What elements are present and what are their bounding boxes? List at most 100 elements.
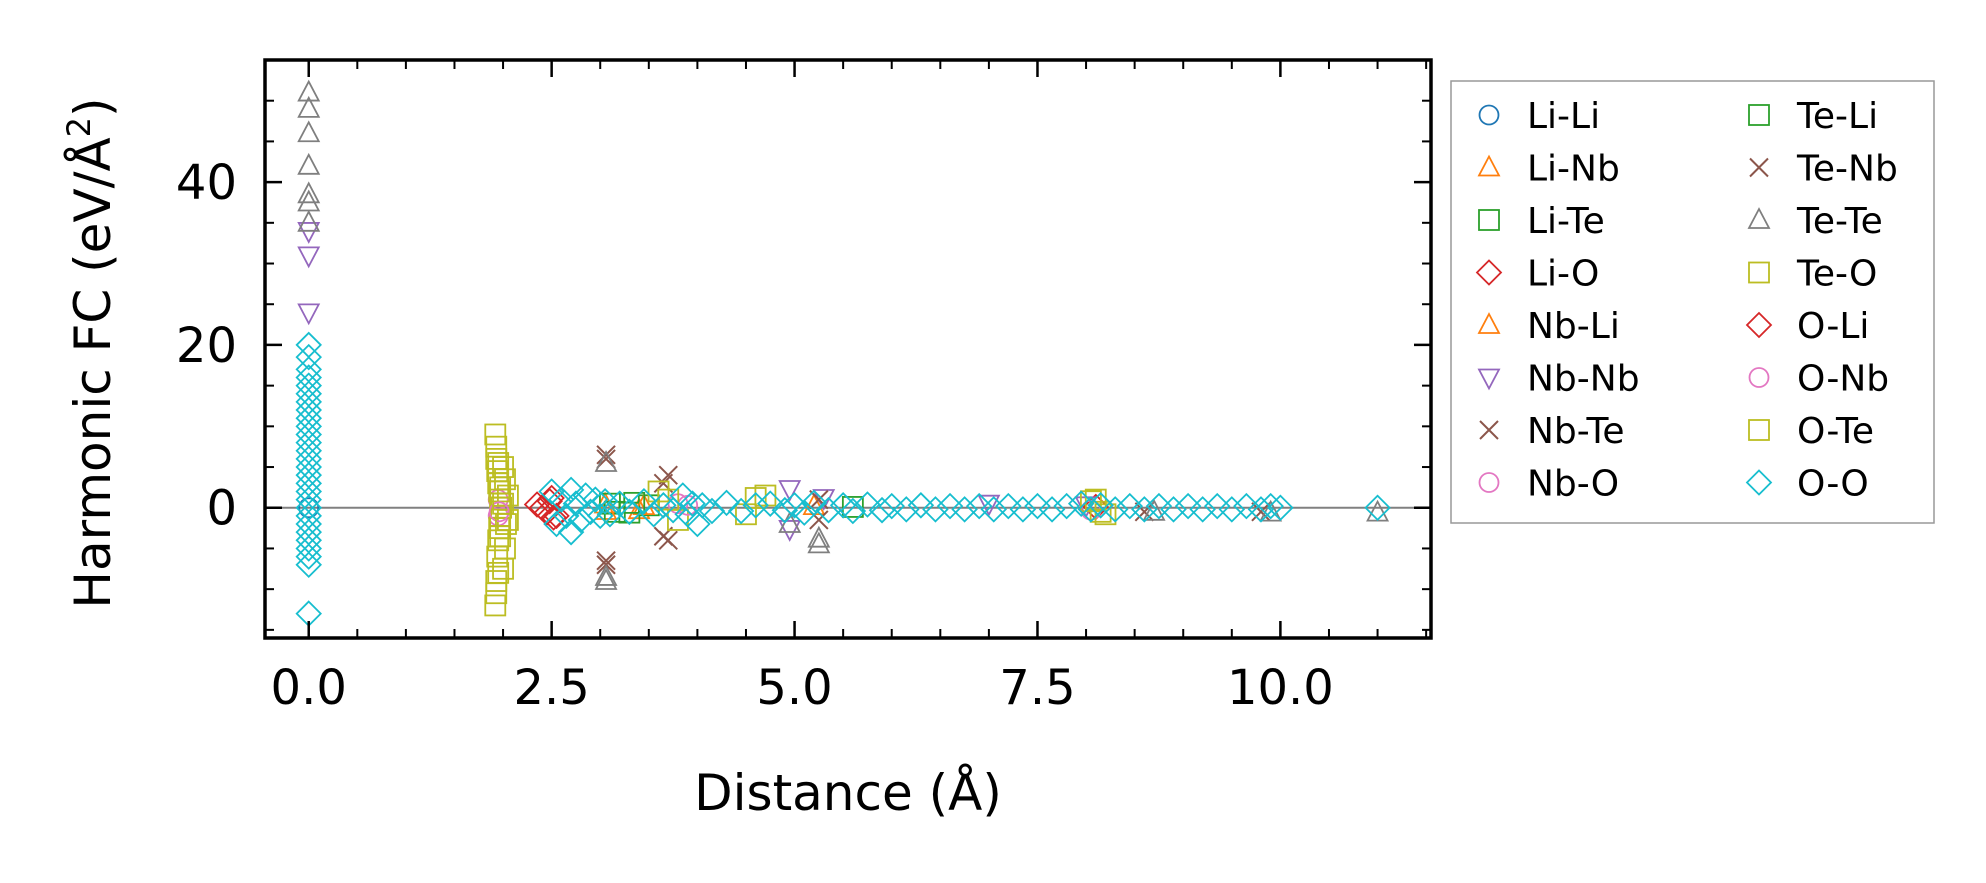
data-point	[596, 550, 616, 571]
legend-label: Te-O	[1796, 254, 1877, 295]
data-point	[488, 501, 510, 523]
data-point	[297, 303, 321, 326]
y-axis-label-prefix: Harmonic FC (eV/Å	[64, 137, 122, 608]
data-point	[878, 492, 905, 520]
data-point	[800, 489, 828, 517]
data-point	[485, 448, 508, 470]
legend-item: Li-Li	[1478, 96, 1600, 137]
data-point	[295, 388, 322, 416]
data-point	[543, 510, 570, 538]
data-point	[951, 496, 978, 523]
data-point	[596, 445, 616, 465]
data-point	[295, 470, 322, 497]
data-point	[295, 478, 322, 505]
legend-marker	[1745, 311, 1773, 339]
data-point	[295, 396, 322, 424]
data-point	[489, 476, 512, 499]
legend-frame	[1450, 80, 1935, 524]
data-points	[295, 79, 1391, 627]
data-point	[494, 537, 516, 560]
series-nb-nb	[297, 222, 1098, 542]
legend-label: Nb-Te	[1527, 411, 1625, 452]
data-point	[1251, 502, 1271, 522]
data-point	[841, 496, 864, 518]
x-tick-label: 5.0	[756, 660, 832, 716]
data-point	[489, 525, 512, 548]
data-point	[295, 445, 322, 473]
legend-marker	[1479, 420, 1499, 440]
data-point	[977, 494, 1001, 517]
legend-label: Nb-Nb	[1527, 359, 1640, 400]
data-point	[297, 79, 321, 102]
data-point	[907, 492, 935, 519]
data-point	[1259, 499, 1283, 522]
series-o-te	[485, 435, 1112, 605]
y-axis-label-superscript: 2	[60, 117, 98, 137]
data-point	[295, 380, 322, 408]
series-li-li	[298, 497, 320, 519]
data-point	[295, 510, 322, 538]
y-tick-label: 20	[176, 318, 237, 374]
x-tick-label: 7.5	[999, 660, 1075, 716]
legend-item: Te-Te	[1747, 201, 1883, 242]
y-tick-label: 40	[176, 155, 237, 211]
legend-marker	[1745, 469, 1773, 496]
data-point	[494, 468, 516, 491]
legend-item: Nb-O	[1478, 464, 1619, 505]
data-point	[650, 492, 677, 519]
data-point	[1247, 496, 1275, 523]
data-point	[1024, 492, 1051, 520]
data-point	[295, 527, 322, 554]
data-point	[295, 518, 322, 546]
data-point	[1174, 492, 1202, 520]
plot-frame	[263, 58, 1433, 640]
legend-label: Te-Nb	[1796, 149, 1898, 190]
data-point	[528, 494, 556, 522]
data-point	[1009, 496, 1037, 523]
data-point	[295, 421, 322, 448]
data-point	[497, 484, 519, 507]
data-point	[778, 520, 802, 542]
legend-item: Li-O	[1475, 254, 1599, 295]
data-point	[1053, 492, 1080, 520]
data-point	[965, 492, 993, 520]
data-point	[485, 435, 508, 458]
data-point	[297, 246, 321, 269]
data-point	[756, 490, 784, 517]
data-point	[684, 510, 711, 538]
data-point	[1145, 492, 1173, 520]
legend-marker	[1477, 154, 1501, 177]
data-point	[295, 437, 322, 465]
data-point	[1218, 496, 1246, 523]
data-point	[778, 480, 802, 502]
data-point	[1364, 494, 1391, 522]
x-axis-label: Distance (Å)	[694, 764, 1002, 822]
data-point	[297, 95, 321, 118]
data-point	[1131, 496, 1158, 523]
data-point	[868, 496, 896, 524]
legend-item: Te-Li	[1748, 96, 1878, 137]
legend-label: O-Te	[1797, 411, 1874, 452]
data-point	[295, 429, 322, 456]
data-point	[484, 594, 507, 617]
legend-marker	[1478, 472, 1500, 493]
data-point	[1038, 496, 1066, 523]
data-point	[297, 181, 321, 204]
data-point	[1366, 499, 1390, 522]
data-point	[809, 489, 829, 510]
data-point	[487, 452, 510, 474]
data-point	[297, 222, 321, 244]
legend-label: Li-Li	[1527, 96, 1600, 137]
data-point	[742, 492, 769, 519]
x-tick-label: 2.5	[513, 660, 589, 716]
data-point	[727, 497, 755, 525]
legend-marker	[1748, 261, 1770, 284]
data-point	[1203, 492, 1231, 520]
data-point	[295, 404, 322, 432]
legend-marker	[1749, 157, 1769, 178]
data-point	[807, 525, 831, 548]
legend-item: Nb-Li	[1477, 306, 1620, 347]
data-point	[1160, 496, 1187, 523]
data-point	[893, 496, 920, 523]
data-point	[484, 423, 507, 446]
